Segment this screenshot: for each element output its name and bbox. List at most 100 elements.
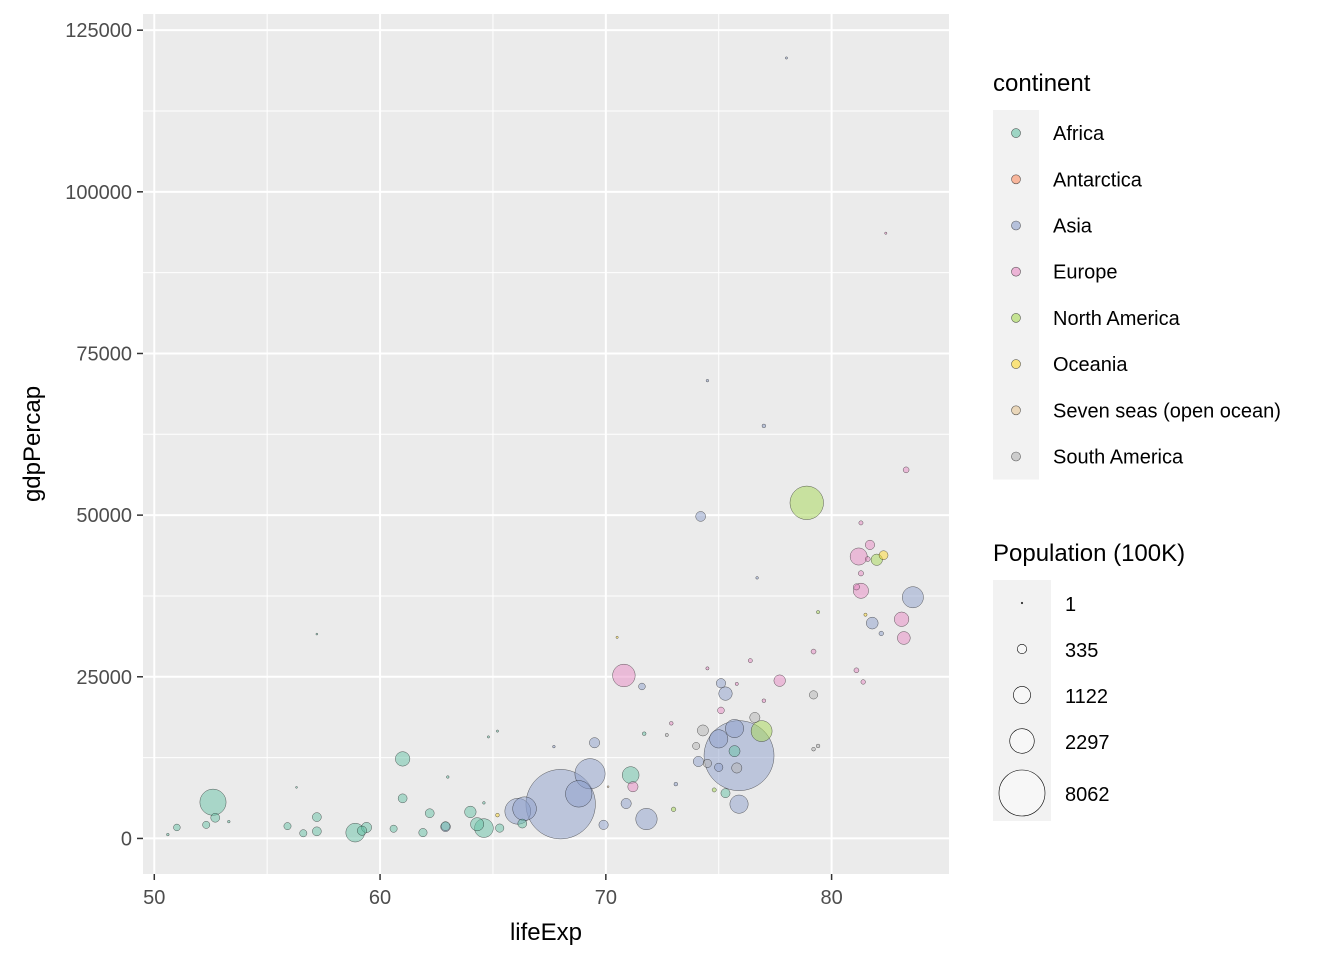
color-legend-label: Oceania [1053,354,1128,376]
data-point [664,733,669,737]
color-legend: Africa Antarctica Asia Europe North America O… [993,110,1281,480]
data-point [424,808,435,818]
color-legend-title: continent [993,70,1091,97]
data-point [166,832,170,837]
data-point [606,785,610,788]
data-point [865,539,875,550]
x-tick-label: 70 [595,887,617,909]
data-point [718,686,733,701]
size-legend-label: 8062 [1065,784,1110,806]
data-point [720,788,731,799]
data-point [227,820,231,824]
color-legend-label: Europe [1053,262,1118,284]
data-point [671,806,677,812]
data-point [717,706,725,715]
data-point [615,635,619,639]
data-point [202,820,211,829]
color-legend-label: Antarctica [1053,169,1143,191]
data-point [734,682,739,686]
size-legend-label: 335 [1065,640,1098,662]
color-legend-key [1011,174,1021,185]
data-point [495,823,505,833]
x-tick-label: 50 [143,887,165,909]
data-point [598,819,609,830]
data-point [695,511,706,522]
data-point [295,786,298,789]
data-point [495,813,500,818]
size-legend-label: 1 [1065,594,1076,616]
data-point [315,632,319,636]
size-legend-label: 1122 [1065,686,1108,708]
data-point [858,570,864,577]
data-point [397,793,408,804]
color-legend-key [1011,266,1021,277]
data-point [622,766,640,784]
data-point [283,822,292,831]
color-legend-label: Asia [1053,216,1093,238]
data-point [697,724,709,737]
color-legend-key [1011,128,1021,138]
y-tick-label: 0 [121,828,132,850]
data-point [517,818,528,829]
data-point [440,821,451,831]
data-point [673,781,678,787]
data-point [487,735,490,739]
data-point [470,817,485,832]
data-point [638,682,646,691]
data-point [552,745,556,749]
data-point [389,824,398,833]
y-tick-label: 25000 [76,667,132,689]
axes: 50 60 70 80 0 25000 50000 75000 100000 125000 [65,20,842,909]
data-point [755,576,759,580]
y-tick-label: 100000 [65,182,132,204]
data-point [395,751,411,767]
data-point [729,794,749,814]
data-point [785,56,788,60]
data-point [565,780,593,808]
data-point [210,812,220,823]
data-point [357,825,367,836]
y-tick-label: 50000 [76,505,132,527]
data-point [512,796,537,821]
data-point [312,812,322,822]
data-point [866,616,879,630]
color-legend-key [1011,405,1021,416]
minor-gridlines [143,14,949,874]
color-legend-key [1011,313,1021,323]
data-point [702,758,712,768]
data-point [863,612,868,617]
data-point [482,801,486,805]
data-point [878,550,889,560]
data-point [878,630,884,637]
data-point [642,731,647,736]
data-point [731,762,743,774]
data-point [705,666,710,671]
data-point [902,466,910,474]
size-legend: 1 335 1122 2297 8062 [993,580,1110,821]
data-point [669,721,674,726]
y-tick-label: 75000 [76,343,132,365]
data-point [897,631,911,645]
data-point [612,663,636,688]
data-point [464,805,477,818]
color-legend-label: North America [1053,308,1181,330]
data-point [894,611,910,627]
panel-background [143,14,949,874]
data-point [749,712,761,723]
data-point [750,720,773,742]
size-legend-key [1009,728,1035,754]
data-point [902,586,924,609]
data-point [761,423,766,429]
color-legend-key [1011,451,1021,462]
data-point [815,743,821,749]
data-point [446,775,450,779]
size-legend-label: 2297 [1065,732,1110,754]
data-point [709,729,729,749]
data-point [705,379,710,383]
data-point [312,826,322,837]
data-point [716,678,726,689]
data-point [747,658,753,663]
data-point [692,742,701,750]
color-legend-label: Seven seas (open ocean) [1053,400,1281,422]
